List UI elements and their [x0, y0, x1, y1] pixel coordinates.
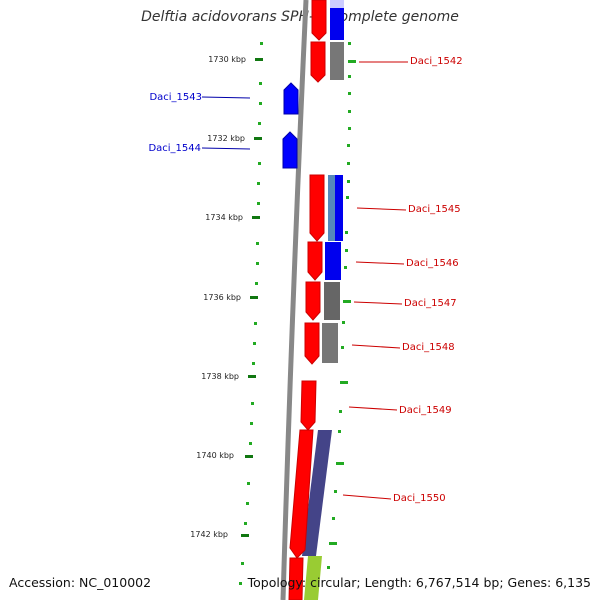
genome-backbone [280, 0, 309, 600]
gene-arrow-daci-1551 [288, 557, 304, 600]
tick-label: 1734 kbp [205, 213, 243, 222]
gene-arrow-daci-1548 [304, 322, 320, 365]
tick-label: 1742 kbp [190, 530, 228, 539]
tick-label: 1732 kbp [207, 134, 245, 143]
genome-summary: Topology: circular; Length: 6,767,514 bp… [247, 575, 591, 590]
cog-track [302, 0, 344, 600]
gene-label-daci-1546[interactable]: Daci_1546 [406, 258, 459, 269]
gene-arrow-daci-1542 [310, 41, 326, 83]
gene-arrow-daci-1550 [289, 429, 314, 559]
gene-arrow-daci-1543 [283, 82, 299, 115]
tick-label: 1738 kbp [201, 372, 239, 381]
gene-label-daci-1549[interactable]: Daci_1549 [399, 405, 452, 416]
scale-labels: 1730 kbp 1732 kbp 1734 kbp 1736 kbp 1738… [190, 55, 246, 539]
tick-label: 1736 kbp [203, 293, 241, 302]
reverse-genes [282, 82, 299, 169]
tick-marks-major [241, 58, 263, 537]
gene-arrow-daci-1545 [309, 174, 325, 242]
gene-arrow-daci-1549 [300, 380, 317, 431]
gene-label-daci-1542[interactable]: Daci_1542 [410, 56, 463, 67]
tick-label: 1740 kbp [196, 451, 234, 460]
gene-label-daci-1548[interactable]: Daci_1548 [402, 342, 455, 353]
label-leaders [201, 61, 408, 500]
gene-label-daci-1547[interactable]: Daci_1547 [404, 298, 457, 309]
gene-arrow-daci-1544 [282, 131, 298, 169]
gene-arrow-daci-1546 [307, 241, 323, 281]
gene-arrow-daci-1541 [311, 0, 327, 41]
forward-genes [288, 0, 327, 600]
tick-label: 1730 kbp [208, 55, 246, 64]
map-title: Delftia acidovorans SPH-1, complete geno… [141, 9, 459, 25]
gene-label-daci-1544[interactable]: Daci_1544 [148, 143, 201, 154]
gene-labels: Daci_1542 Daci_1543 Daci_1544 Daci_1545 … [148, 56, 462, 504]
gene-label-daci-1545[interactable]: Daci_1545 [408, 204, 461, 215]
gene-label-daci-1550[interactable]: Daci_1550 [393, 493, 446, 504]
tick-track-outer [239, 42, 263, 585]
gene-label-daci-1543[interactable]: Daci_1543 [149, 92, 202, 103]
tick-track-inner [327, 42, 356, 569]
accession-text: Accession: NC_010002 [9, 575, 152, 590]
gene-arrow-daci-1547 [305, 281, 321, 321]
